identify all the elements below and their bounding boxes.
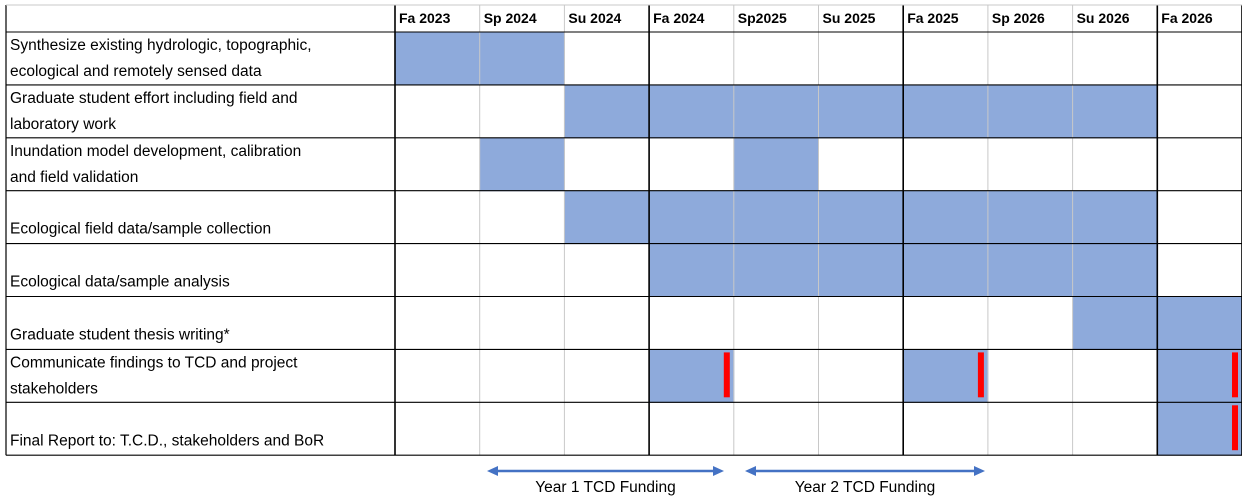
schedule-bar bbox=[1072, 243, 1158, 297]
task-label: Ecological data/sample analysis bbox=[10, 274, 230, 291]
term-header: Su 2025 bbox=[823, 10, 876, 26]
task-label: Communicate findings to TCD and project bbox=[10, 354, 298, 371]
task-label: stakeholders bbox=[10, 380, 98, 397]
term-header: Su 2024 bbox=[568, 10, 621, 26]
arrow-head bbox=[487, 466, 498, 476]
task-label: Final Report to: T.C.D., stakeholders an… bbox=[10, 432, 324, 449]
task-label: laboratory work bbox=[10, 116, 116, 133]
task-label: ecological and remotely sensed data bbox=[10, 63, 262, 80]
arrow-head bbox=[974, 466, 985, 476]
deliverable-marker bbox=[1232, 352, 1238, 398]
schedule-bar bbox=[818, 84, 904, 139]
term-header: Sp 2024 bbox=[484, 10, 537, 26]
schedule-bar bbox=[564, 190, 650, 245]
schedule-bar bbox=[1072, 190, 1158, 245]
schedule-bar bbox=[733, 137, 819, 192]
schedule-bar bbox=[1157, 349, 1242, 403]
schedule-bar bbox=[479, 137, 565, 192]
schedule-bar bbox=[1072, 296, 1158, 350]
term-header: Fa 2025 bbox=[907, 10, 959, 26]
term-header: Su 2026 bbox=[1077, 10, 1130, 26]
schedule-bar bbox=[1157, 402, 1242, 456]
arrow-head bbox=[745, 466, 756, 476]
task-label: and field validation bbox=[10, 169, 138, 186]
schedule-bar bbox=[903, 349, 989, 403]
schedule-bar bbox=[733, 84, 819, 139]
arrow-head bbox=[713, 466, 724, 476]
schedule-bar bbox=[1157, 296, 1242, 350]
schedule-bar bbox=[903, 190, 989, 245]
schedule-bar bbox=[987, 84, 1074, 139]
task-label: Inundation model development, calibratio… bbox=[10, 143, 301, 160]
task-label: Graduate student thesis writing* bbox=[10, 326, 230, 343]
schedule-bar bbox=[649, 349, 735, 403]
schedule-bar bbox=[733, 243, 819, 297]
deliverable-marker bbox=[977, 352, 984, 398]
deliverable-marker bbox=[1232, 405, 1238, 451]
funding-label: Year 2 TCD Funding bbox=[795, 479, 935, 496]
schedule-bar bbox=[1072, 84, 1158, 139]
schedule-bar bbox=[903, 84, 989, 139]
funding-label: Year 1 TCD Funding bbox=[535, 479, 675, 496]
schedule-bar bbox=[987, 243, 1074, 297]
task-label: Synthesize existing hydrologic, topograp… bbox=[10, 37, 312, 54]
task-label: Graduate student effort including field … bbox=[10, 90, 298, 107]
schedule-bar bbox=[818, 190, 904, 245]
schedule-bar bbox=[903, 243, 989, 297]
deliverable-marker bbox=[723, 352, 730, 398]
schedule-bar bbox=[649, 190, 735, 245]
schedule-bar bbox=[479, 32, 565, 86]
term-header: Fa 2024 bbox=[653, 10, 705, 26]
term-header: Sp 2026 bbox=[992, 10, 1045, 26]
schedule-bar bbox=[564, 84, 650, 139]
task-label: Ecological field data/sample collection bbox=[10, 221, 271, 238]
schedule-bar bbox=[649, 243, 735, 297]
term-header: Fa 2023 bbox=[399, 10, 451, 26]
schedule-bar bbox=[987, 190, 1074, 245]
term-header: Sp2025 bbox=[738, 10, 787, 26]
schedule-bar bbox=[649, 84, 735, 139]
schedule-bar bbox=[818, 243, 904, 297]
schedule-bar bbox=[733, 190, 819, 245]
schedule-bar bbox=[395, 32, 481, 86]
term-header: Fa 2026 bbox=[1161, 10, 1213, 26]
